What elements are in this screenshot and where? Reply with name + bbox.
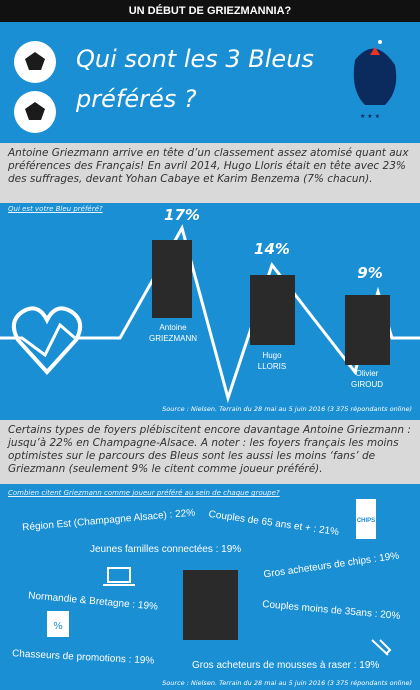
intro-text: Antoine Griezmann arrive en tête d’un cl… <box>0 143 420 203</box>
svg-text:★ ★ ★: ★ ★ ★ <box>360 113 380 120</box>
player-photo <box>345 295 390 365</box>
title-line: préférés ? <box>76 85 197 113</box>
group-label: Gros acheteurs de mousses à raser : 19% <box>192 660 380 671</box>
player-last-name: GIROUD <box>351 380 383 389</box>
player-last-name: GRIEZMANN <box>149 334 197 343</box>
player-percent: 9% <box>357 264 383 282</box>
ball-icon <box>14 41 56 133</box>
player-last-name: LLORIS <box>257 362 287 371</box>
heart-icon <box>11 306 83 375</box>
section-link[interactable]: Qui est votre Bleu préféré? <box>8 205 103 213</box>
rooster-logo: ★ ★ ★ <box>353 40 397 120</box>
player-photo <box>183 570 238 640</box>
player-first-name: Antoine <box>159 323 187 332</box>
player-first-name: Olivier <box>355 369 379 378</box>
player-percent: 17% <box>164 206 200 224</box>
icons <box>47 499 392 656</box>
percent-icon: % <box>53 621 63 632</box>
source: Source : Nielsen. Terrain du 28 mai au 5… <box>162 405 412 413</box>
source: Source : Nielsen. Terrain du 28 mai au 5… <box>162 679 412 687</box>
chips-label: CHIPS <box>357 518 375 524</box>
section-link[interactable]: Combien citent Griezmann comme joueur pr… <box>8 489 280 497</box>
title-line: Qui sont les 3 Bleus <box>76 45 314 73</box>
group-label: Jeunes familles connectées : 19% <box>90 544 242 555</box>
player-photo <box>250 275 295 345</box>
heartbeat-line <box>0 224 420 404</box>
player-percent: 14% <box>254 240 290 258</box>
player-first-name: Hugo <box>262 351 282 360</box>
banner: UN DÉBUT DE GRIEZMANNIA? <box>0 0 420 22</box>
section-text: Certains types de foyers plébiscitent en… <box>0 420 420 484</box>
player-photo <box>152 240 192 318</box>
